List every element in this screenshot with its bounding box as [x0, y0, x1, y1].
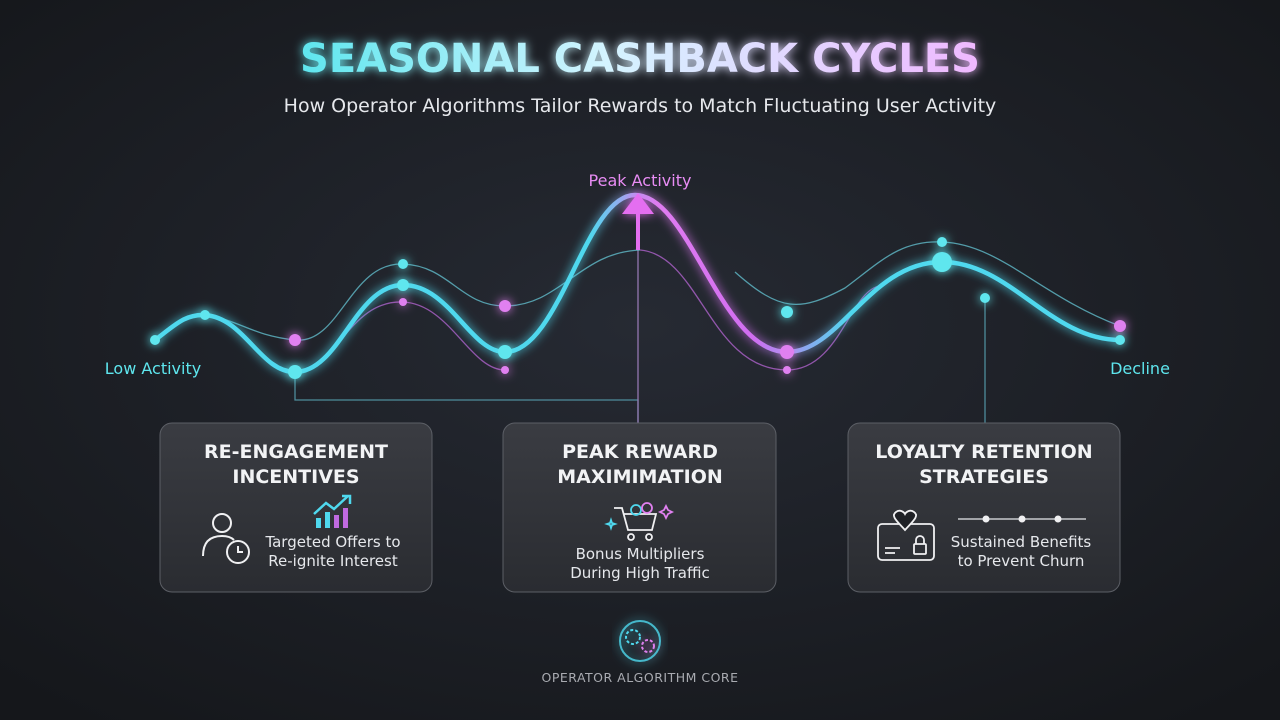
node: [398, 259, 408, 269]
icon-part: [913, 543, 927, 555]
icon-part: [893, 509, 917, 532]
node: [783, 366, 791, 374]
card-text: Targeted Offers to: [264, 533, 400, 551]
footer-label: OPERATOR ALGORITHM CORE: [541, 670, 738, 685]
icon-part: [202, 534, 235, 557]
icon-part: [641, 639, 655, 653]
card-text: to Prevent Churn: [958, 552, 1085, 570]
icon-part: [915, 535, 925, 544]
peak-arrowhead: [622, 193, 654, 214]
icon-part: [212, 513, 232, 533]
node: [399, 298, 407, 306]
icon-part: [645, 533, 653, 541]
card: [847, 422, 1121, 593]
icon-part: [343, 508, 348, 528]
card-text: Re-ignite Interest: [268, 552, 398, 570]
node: [397, 279, 409, 291]
card-titles: RE-ENGAGEMENT INCENTIVES PEAK REWARD MAX…: [204, 441, 1093, 488]
icon-part: [641, 502, 653, 514]
card-title: MAXIMIMATION: [557, 466, 723, 488]
node: [289, 334, 301, 346]
icon-part: [237, 546, 243, 553]
icon-part: [325, 512, 330, 528]
cart-icon: [604, 502, 675, 541]
node: [781, 306, 793, 318]
wave-thin: [734, 241, 1121, 327]
node: [932, 252, 952, 272]
node: [288, 365, 302, 379]
icon-part: [885, 547, 900, 554]
icon-part: [1054, 515, 1062, 523]
node: [1114, 320, 1126, 332]
node: [980, 293, 990, 303]
icon-part: [604, 517, 618, 531]
node: [498, 345, 512, 359]
icon-part: [226, 540, 250, 564]
icon-part: [1018, 515, 1026, 523]
peak-label: Peak Activity: [589, 171, 692, 190]
icon-part: [657, 503, 675, 521]
icon-part: [619, 620, 661, 662]
icon-part: [313, 495, 349, 515]
node: [150, 335, 160, 345]
icon-part: [627, 533, 635, 541]
icon-part: [982, 515, 990, 523]
icon-part: [342, 494, 352, 504]
loyalty-card-icon: [877, 509, 935, 561]
activity-wave: [153, 192, 1121, 375]
user-clock-icon: [202, 513, 250, 564]
node: [200, 310, 210, 320]
card-title: STRATEGIES: [919, 466, 1049, 488]
icon-part: [316, 518, 321, 528]
timeline-icon: [958, 515, 1086, 523]
core-icon: [619, 620, 661, 662]
card-text: During High Traffic: [570, 564, 710, 582]
icon-part: [630, 504, 642, 516]
card: [502, 422, 777, 593]
decline-label: Decline: [1110, 359, 1170, 378]
card-title: LOYALTY RETENTION: [875, 441, 1092, 463]
nodes: [150, 237, 1126, 379]
title: SEASONAL CASHBACK CYCLES: [300, 36, 980, 82]
subtitle: How Operator Algorithms Tailor Rewards t…: [284, 95, 997, 117]
node: [780, 345, 794, 359]
card-title: RE-ENGAGEMENT: [204, 441, 388, 463]
icon-part: [334, 515, 339, 528]
icon-part: [625, 629, 641, 645]
cards: [159, 422, 1121, 593]
icon-part: [614, 507, 658, 531]
card-title: INCENTIVES: [232, 466, 359, 488]
node: [499, 300, 511, 312]
card-texts: Targeted Offers to Re-ignite Interest Bo…: [264, 533, 1091, 582]
node: [1115, 335, 1125, 345]
card-text: Sustained Benefits: [951, 533, 1092, 551]
low-label: Low Activity: [105, 359, 201, 378]
card-title: PEAK REWARD: [562, 441, 718, 463]
card-text: Bonus Multipliers: [576, 545, 705, 563]
growth-icon: [313, 494, 352, 528]
node: [937, 237, 947, 247]
node: [501, 366, 509, 374]
